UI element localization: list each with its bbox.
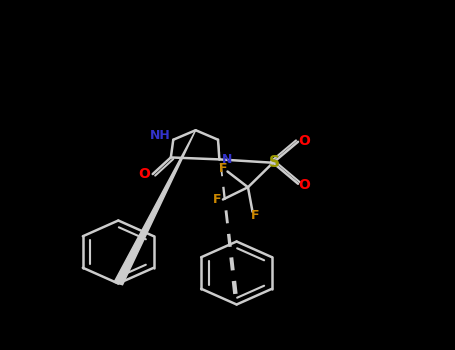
Text: F: F <box>213 193 222 206</box>
Text: F: F <box>219 161 227 175</box>
Text: O: O <box>139 167 151 181</box>
Text: N: N <box>222 153 233 166</box>
Text: NH: NH <box>150 129 171 142</box>
Text: O: O <box>298 134 310 148</box>
Text: S: S <box>269 155 280 170</box>
Polygon shape <box>114 130 196 285</box>
Text: O: O <box>298 178 310 192</box>
Text: F: F <box>251 209 259 223</box>
